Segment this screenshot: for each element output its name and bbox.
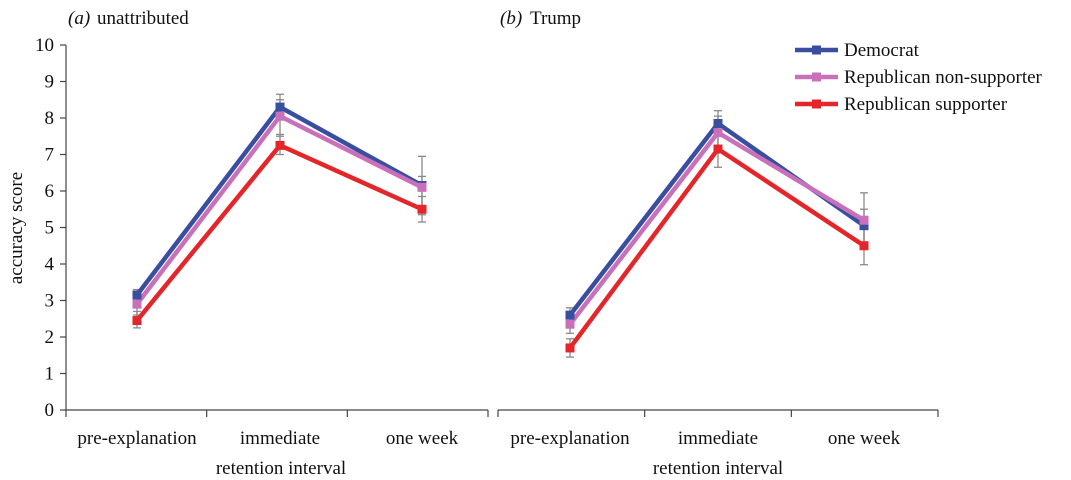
- panel-b-point-series-1-0: [565, 319, 575, 329]
- panel-a-point-series-1-2: [417, 182, 427, 192]
- panel-b-title: Trump: [530, 8, 581, 29]
- panel-a-point-series-0-1: [275, 102, 285, 112]
- y-tick-label-4: 4: [45, 254, 55, 275]
- panel-a-point-series-2-1: [275, 140, 285, 150]
- legend: Democrat Republican non-supporter Republic…: [795, 40, 1043, 115]
- panel-b-point-series-1-1: [713, 128, 723, 138]
- panel-a-x-tick-label: one week: [386, 428, 459, 449]
- error-bars-layer: [133, 93, 868, 358]
- y-tick-label-6: 6: [45, 181, 55, 202]
- y-tick-label-8: 8: [45, 108, 55, 129]
- legend-swatch-marker: [812, 72, 821, 82]
- panel-a-series-line-2: [135, 142, 423, 322]
- panel-b-x-tick-label: pre-explanation: [510, 428, 630, 449]
- y-tick-label-3: 3: [45, 291, 55, 312]
- legend-label: Democrat: [844, 40, 920, 61]
- panel-b-point-series-1-2: [859, 215, 869, 225]
- panel-b-series-line-2: [568, 145, 866, 350]
- panel-a-x-axis-label: retention interval: [216, 458, 346, 479]
- y-tick-label-5: 5: [45, 218, 55, 239]
- legend-swatch-marker: [812, 99, 821, 109]
- panel-a-point-series-1-1: [275, 111, 285, 121]
- legend-item-2: Republican supporter: [795, 94, 1008, 115]
- y-tick-label-0: 0: [45, 400, 55, 421]
- legend-label: Republican supporter: [844, 94, 1008, 115]
- panel-a-point-series-1-0: [132, 299, 142, 309]
- points-layer: [132, 102, 869, 353]
- y-tick-label-7: 7: [45, 145, 55, 166]
- panel-a-x-tick-label: immediate: [240, 428, 320, 449]
- panel-a-point-series-2-2: [417, 204, 427, 214]
- panel-a-point-series-0-0: [132, 290, 142, 300]
- panel-b-point-series-2-2: [859, 241, 869, 251]
- y-tick-label-1: 1: [45, 364, 55, 385]
- legend-item-1: Republican non-supporter: [795, 67, 1043, 88]
- panel-b-x-axis-label: retention interval: [653, 458, 783, 479]
- y-tick-label-2: 2: [45, 327, 55, 348]
- panel-b-point-series-0-1: [713, 118, 723, 128]
- panel-b-series-line-1: [568, 129, 866, 326]
- ticks-layer: 0 1 2 3 4 5 6 7 8 9 10 pre-explanation immediate one …: [35, 35, 939, 449]
- panel-b-x-tick-label: one week: [828, 428, 901, 449]
- panel-b-point-series-0-2: [859, 221, 869, 231]
- y-tick-label-10: 10: [35, 35, 54, 56]
- panel-a-x-tick-label: pre-explanation: [77, 428, 197, 449]
- legend-label: Republican non-supporter: [844, 67, 1043, 88]
- panel-b-x-tick-label: immediate: [678, 428, 758, 449]
- panel-b-point-series-0-0: [565, 310, 575, 320]
- series-lines-layer: [135, 104, 866, 350]
- y-axis-label: accuracy score: [6, 172, 27, 284]
- panel-a-point-series-2-0: [132, 316, 142, 326]
- panel-b-point-series-2-0: [565, 343, 575, 353]
- legend-item-0: Democrat: [795, 40, 920, 61]
- y-tick-label-9: 9: [45, 72, 55, 93]
- legend-swatch-marker: [812, 45, 821, 55]
- panel-a-label: (a): [68, 8, 90, 29]
- panel-b-point-series-2-1: [713, 144, 723, 154]
- panel-a-title: unattributed: [97, 8, 189, 29]
- panel-b-label: (b): [500, 8, 522, 29]
